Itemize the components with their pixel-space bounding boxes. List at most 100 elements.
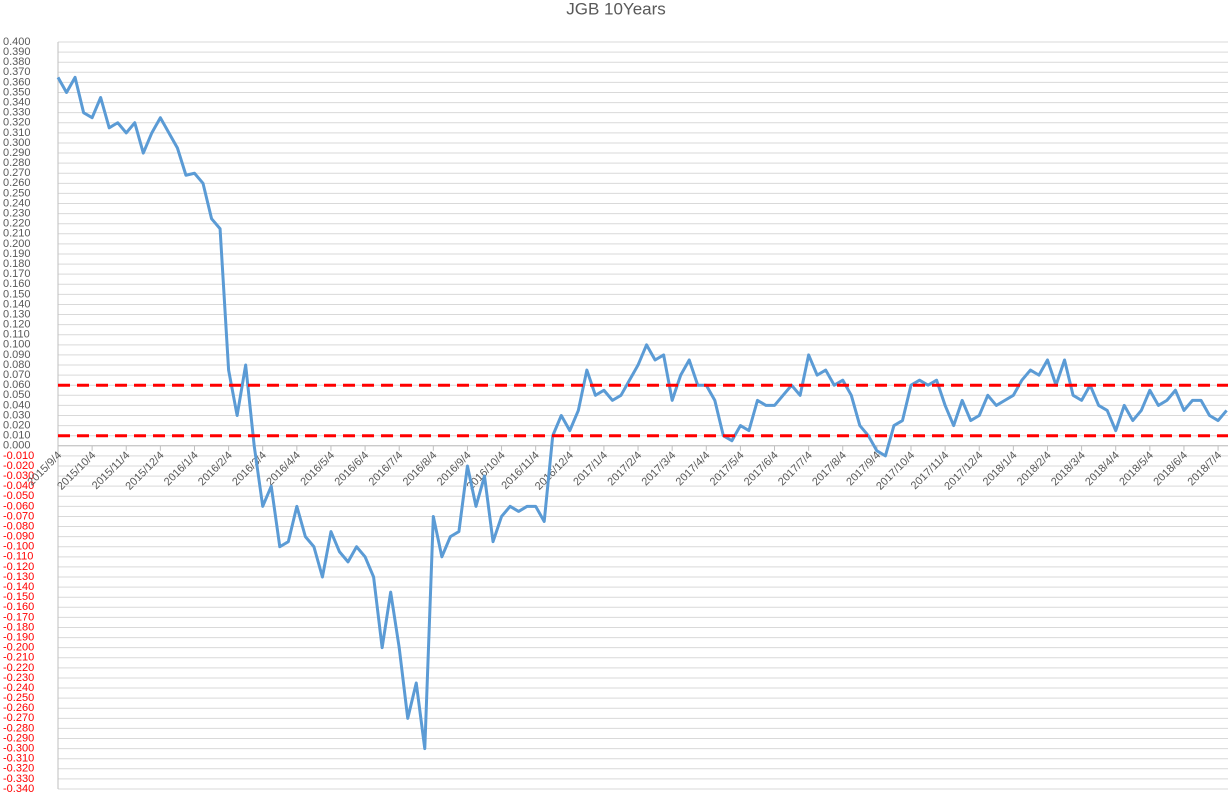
y-tick-label: 0.050 <box>3 389 31 401</box>
y-tick-label: 0.320 <box>3 117 31 129</box>
y-tick-label: -0.200 <box>3 642 34 654</box>
y-tick-label: 0.340 <box>3 96 31 108</box>
x-tick-label: 2016/3/4 <box>230 449 269 488</box>
y-tick-label: -0.300 <box>3 743 34 755</box>
y-tick-label: 0.130 <box>3 308 31 320</box>
y-tick-label: -0.320 <box>3 763 34 775</box>
y-tick-label: -0.030 <box>3 470 34 482</box>
y-tick-label: -0.190 <box>3 631 34 643</box>
y-tick-label: 0.180 <box>3 258 31 270</box>
x-tick-label: 2017/7/4 <box>776 449 815 488</box>
y-tick-label: 0.160 <box>3 278 31 290</box>
y-tick-label: 0.020 <box>3 420 31 432</box>
x-tick-label: 2018/2/4 <box>1015 449 1054 488</box>
x-tick-label: 2018/6/4 <box>1151 449 1190 488</box>
y-tick-label: 0.310 <box>3 127 31 139</box>
x-tick-label: 2018/1/4 <box>981 449 1020 488</box>
chart-title: JGB 10Years <box>566 0 666 18</box>
y-tick-label: -0.240 <box>3 682 34 694</box>
y-tick-label: 0.200 <box>3 238 31 250</box>
x-tick-label: 2017/2/4 <box>605 449 644 488</box>
x-tick-label: 2018/7/4 <box>1185 449 1224 488</box>
y-tick-label: 0.230 <box>3 208 31 220</box>
y-tick-label: -0.090 <box>3 531 34 543</box>
x-tick-label: 2017/3/4 <box>640 449 679 488</box>
y-tick-label: -0.310 <box>3 753 34 765</box>
y-tick-label: 0.360 <box>3 76 31 88</box>
y-tick-label: 0.190 <box>3 248 31 260</box>
y-tick-label: 0.250 <box>3 187 31 199</box>
y-tick-label: -0.220 <box>3 662 34 674</box>
y-tick-label: 0.370 <box>3 66 31 78</box>
x-tick-label: 2016/8/4 <box>401 449 440 488</box>
y-tick-label: 0.010 <box>3 430 31 442</box>
y-tick-label: -0.330 <box>3 773 34 785</box>
x-tick-label: 2018/4/4 <box>1083 449 1122 488</box>
y-tick-label: 0.150 <box>3 288 31 300</box>
y-tick-label: -0.040 <box>3 480 34 492</box>
y-tick-label: 0.290 <box>3 147 31 159</box>
y-tick-label: -0.080 <box>3 520 34 532</box>
y-tick-label: -0.270 <box>3 712 34 724</box>
y-tick-label: 0.300 <box>3 137 31 149</box>
y-tick-label: -0.180 <box>3 621 34 633</box>
y-tick-label: 0.070 <box>3 369 31 381</box>
y-tick-label: 0.270 <box>3 167 31 179</box>
y-tick-label: 0.040 <box>3 399 31 411</box>
y-tick-label: 0.110 <box>3 329 30 341</box>
y-tick-label: 0.120 <box>3 319 31 331</box>
y-tick-label: 0.100 <box>3 339 31 351</box>
x-tick-label: 2016/4/4 <box>264 449 303 488</box>
x-tick-label: 2017/4/4 <box>674 449 713 488</box>
y-tick-label: 0.240 <box>3 197 31 209</box>
x-tick-label: 2017/1/4 <box>571 449 610 488</box>
y-tick-label: -0.130 <box>3 571 34 583</box>
y-tick-label: -0.170 <box>3 611 34 623</box>
y-tick-label: -0.120 <box>3 561 34 573</box>
y-tick-label: 0.380 <box>3 56 31 68</box>
y-tick-label: 0.390 <box>3 46 31 58</box>
x-tick-label: 2016/7/4 <box>367 449 406 488</box>
series-line <box>56 75 1228 751</box>
y-tick-label: 0.210 <box>3 228 31 240</box>
y-tick-label: 0.140 <box>3 298 31 310</box>
y-tick-label: -0.070 <box>3 510 34 522</box>
x-tick-label: 2017/6/4 <box>742 449 781 488</box>
y-tick-label: -0.340 <box>3 783 34 795</box>
x-tick-label: 2017/5/4 <box>708 449 747 488</box>
y-tick-label: 0.080 <box>3 359 31 371</box>
y-tick-label: -0.260 <box>3 702 34 714</box>
y-tick-label: -0.140 <box>3 581 34 593</box>
y-tick-label: 0.060 <box>3 379 31 391</box>
y-tick-label: -0.150 <box>3 591 34 603</box>
y-tick-label: -0.110 <box>3 551 33 563</box>
x-tick-label: 2016/6/4 <box>332 449 371 488</box>
y-tick-label: 0.400 <box>3 36 31 48</box>
y-tick-label: -0.100 <box>3 541 34 553</box>
y-tick-label: -0.280 <box>3 722 34 734</box>
y-tick-label: -0.250 <box>3 692 34 704</box>
x-tick-label: 2016/5/4 <box>298 449 337 488</box>
x-tick-label: 2016/2/4 <box>196 449 235 488</box>
y-tick-label: -0.060 <box>3 500 34 512</box>
y-tick-label: -0.210 <box>3 652 34 664</box>
y-tick-label: 0.030 <box>3 409 31 421</box>
y-tick-label: 0.330 <box>3 107 31 119</box>
y-tick-label: -0.230 <box>3 672 34 684</box>
y-tick-label: 0.220 <box>3 218 31 230</box>
x-tick-label: 2018/3/4 <box>1049 449 1088 488</box>
x-tick-label: 2018/5/4 <box>1117 449 1156 488</box>
y-tick-label: 0.090 <box>3 349 31 361</box>
y-tick-label: 0.350 <box>3 86 31 98</box>
x-tick-label: 2016/1/4 <box>162 449 201 488</box>
y-tick-label: -0.020 <box>3 460 34 472</box>
y-tick-label: 0.170 <box>3 268 31 280</box>
y-tick-label: 0.260 <box>3 177 31 189</box>
y-tick-label: -0.160 <box>3 601 34 613</box>
y-tick-label: -0.010 <box>3 450 34 462</box>
y-tick-label: 0.000 <box>3 440 31 452</box>
y-tick-label: 0.280 <box>3 157 31 169</box>
y-tick-label: -0.290 <box>3 732 34 744</box>
y-tick-label: -0.050 <box>3 490 34 502</box>
